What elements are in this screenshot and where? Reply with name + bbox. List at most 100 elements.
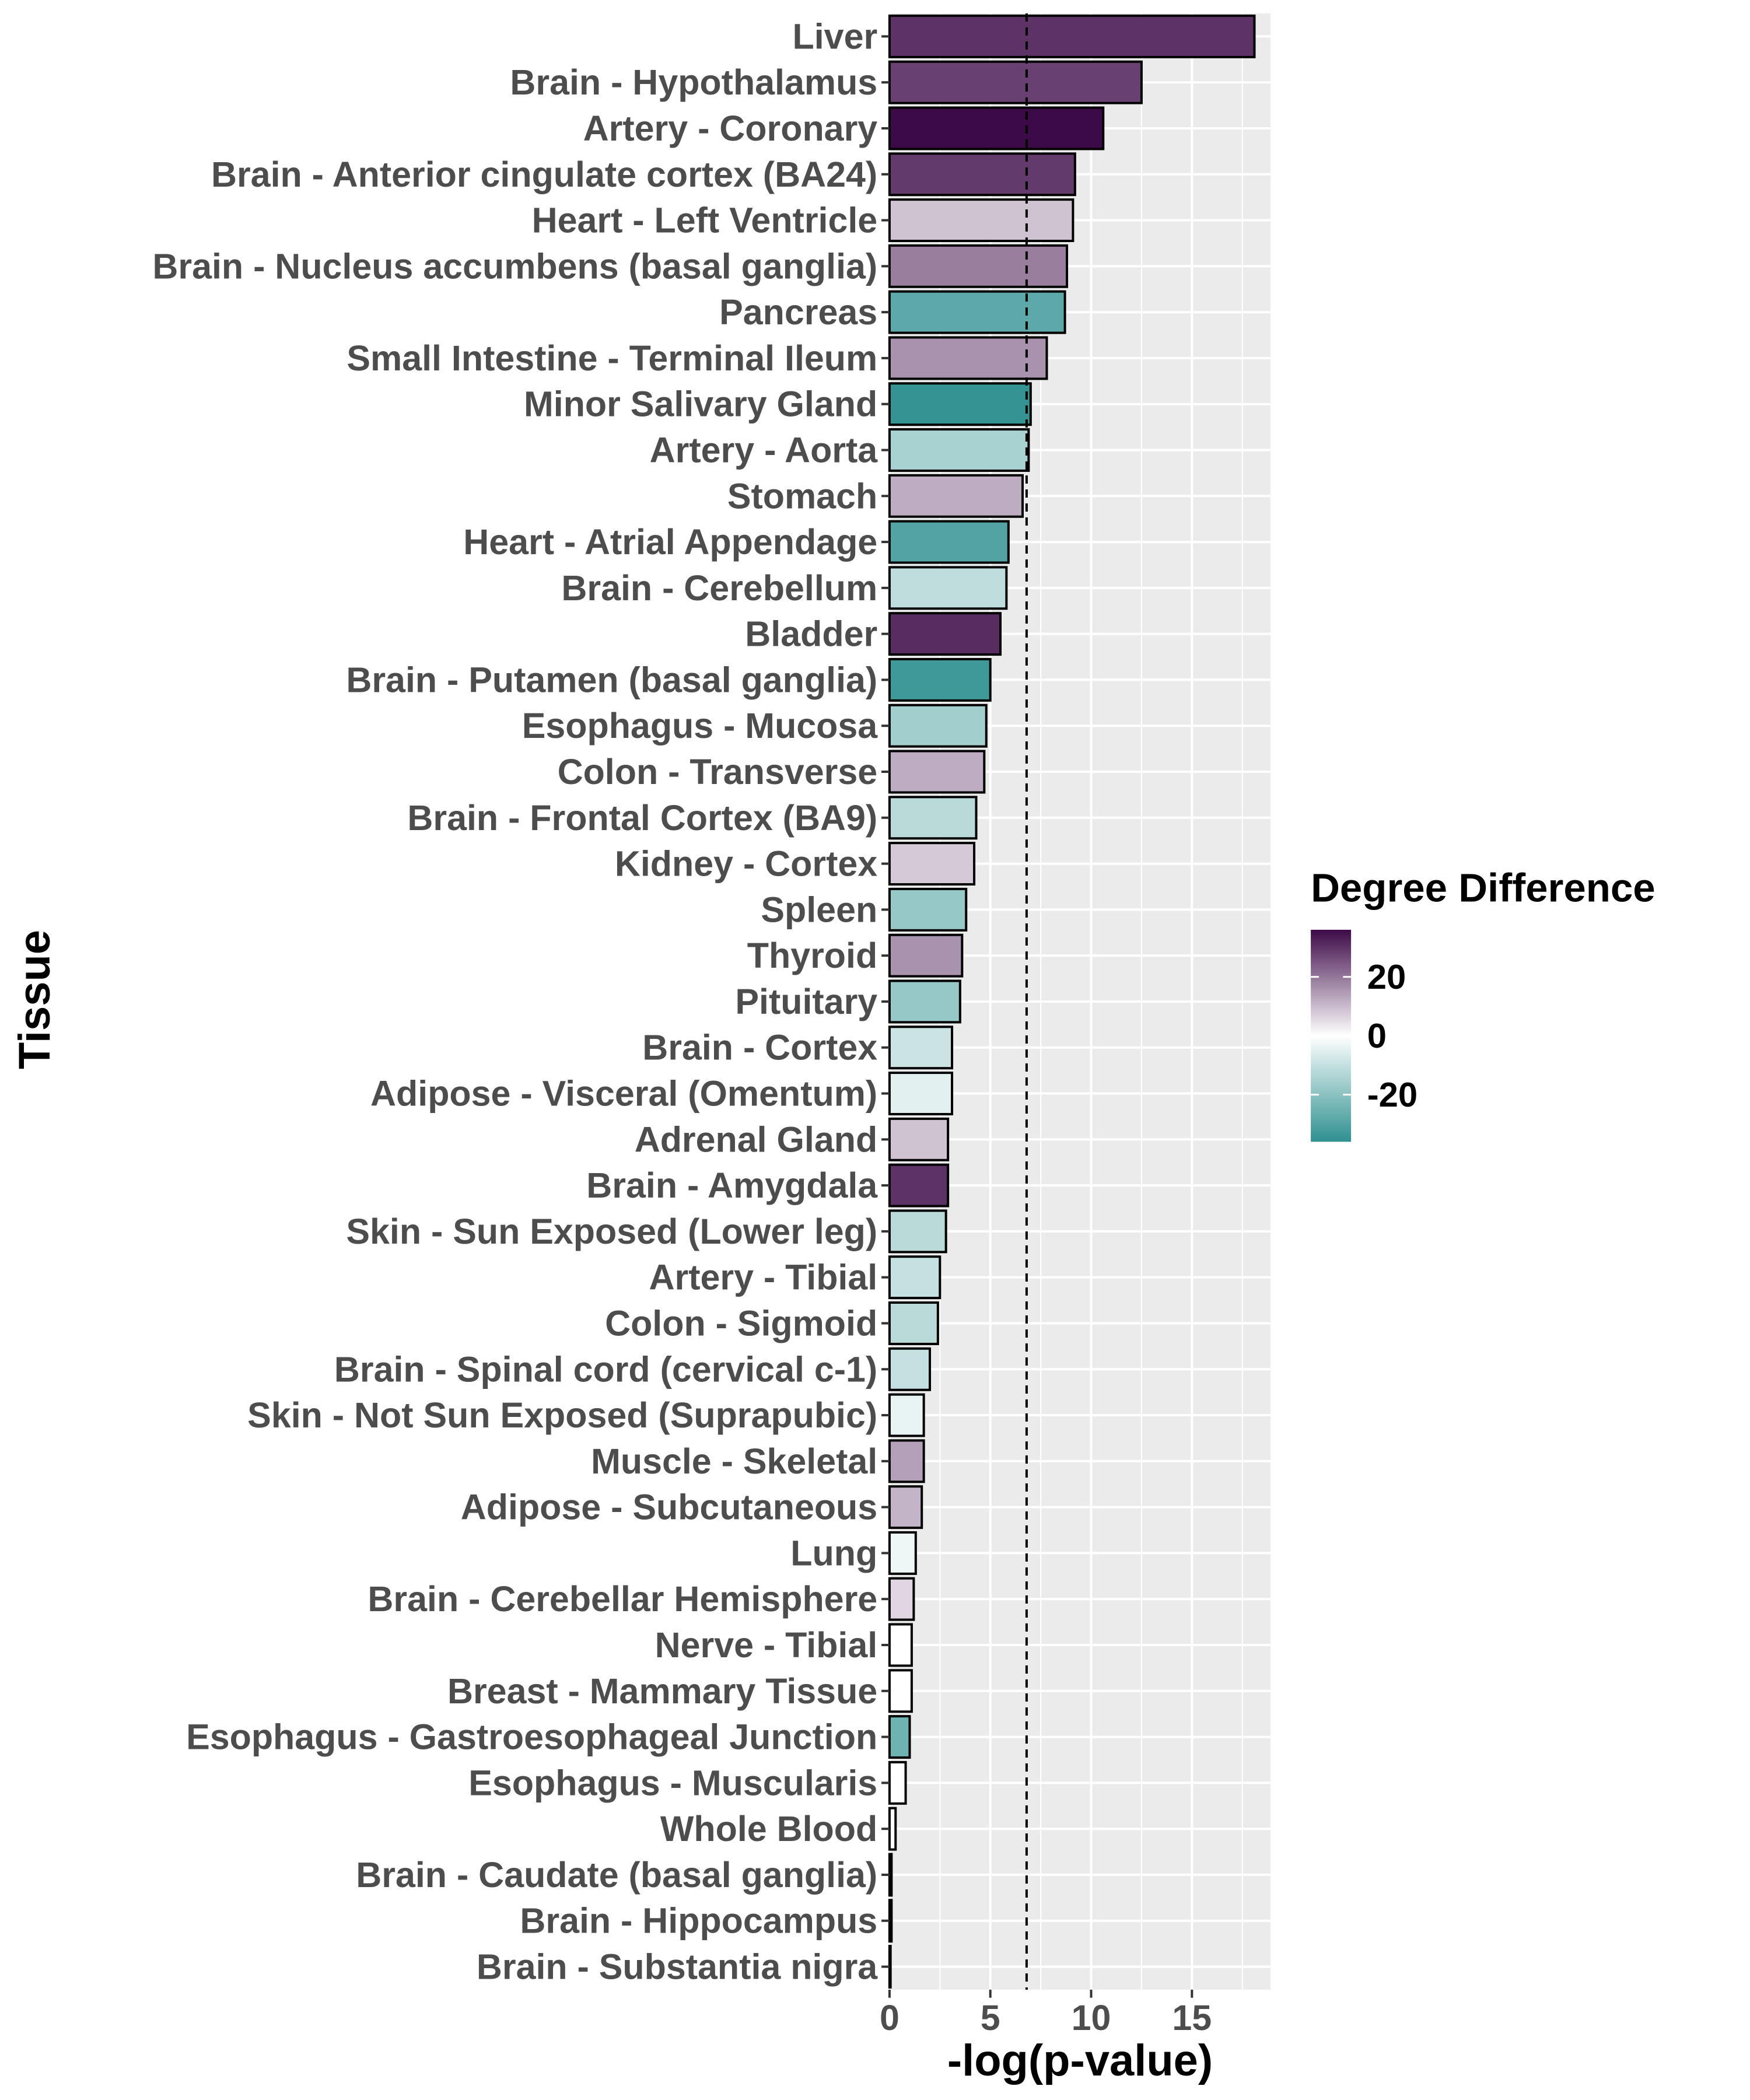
bar <box>888 842 976 886</box>
bar <box>888 1301 939 1345</box>
y-tick-label: Whole Blood <box>660 1809 877 1849</box>
x-tick-label: 15 <box>1172 1998 1212 2038</box>
bar <box>888 612 1002 656</box>
y-tick-label: Nerve - Tibial <box>655 1625 878 1665</box>
y-tick-label: Skin - Not Sun Exposed (Suprapubic) <box>247 1395 877 1435</box>
y-tick-label: Colon - Transverse <box>558 752 878 792</box>
colorbar-ticks: 20 0 -20 <box>1311 957 1418 1114</box>
y-axis-title: Tissue <box>10 930 60 1069</box>
y-tick-label: Small Intestine - Terminal Ileum <box>346 338 877 378</box>
bar <box>888 382 1032 426</box>
bar <box>888 1669 913 1713</box>
bar <box>888 979 961 1024</box>
bar <box>888 290 1066 334</box>
y-tick-label: Brain - Hippocampus <box>520 1901 877 1941</box>
y-tick-label: Brain - Nucleus accumbens (basal ganglia… <box>152 246 877 286</box>
y-tick-label: Lung <box>790 1533 877 1573</box>
y-tick-label: Breast - Mammary Tissue <box>447 1671 877 1711</box>
bar <box>888 750 986 794</box>
bar <box>888 1117 950 1161</box>
y-tick-label: Artery - Tibial <box>649 1258 877 1297</box>
bar <box>888 152 1076 197</box>
y-tick-label: Minor Salivary Gland <box>524 384 877 424</box>
x-axis: 0 5 10 15 <box>880 1989 1212 2038</box>
bar <box>888 1623 913 1667</box>
bar <box>888 336 1048 380</box>
bars <box>888 14 1256 1989</box>
y-tick-label: Heart - Atrial Appendage <box>463 522 877 562</box>
y-tick-label: Brain - Amygdala <box>586 1166 878 1205</box>
colorbar-tick-label: 0 <box>1367 1016 1387 1055</box>
bar <box>888 796 978 840</box>
y-tick-label: Spleen <box>761 890 877 929</box>
bar <box>888 1715 911 1759</box>
bar <box>888 244 1069 288</box>
bar <box>888 1072 954 1115</box>
y-tick-label: Adipose - Subcutaneous <box>461 1488 877 1527</box>
y-tick-label: Adipose - Visceral (Omentum) <box>370 1074 877 1114</box>
y-tick-label: Skin - Sun Exposed (Lower leg) <box>346 1212 877 1251</box>
bar <box>888 1393 925 1437</box>
colorbar-tick-label: -20 <box>1367 1075 1418 1114</box>
y-tick-label: Brain - Spinal cord (cervical c-1) <box>334 1349 877 1389</box>
x-tick-label: 0 <box>880 1998 900 2038</box>
bar <box>888 887 968 932</box>
bar <box>888 60 1143 104</box>
bar <box>888 520 1010 564</box>
bar <box>888 1347 932 1391</box>
legend-title: Degree Difference <box>1311 866 1656 911</box>
bar <box>888 198 1074 243</box>
y-tick-label: Brain - Caudate (basal ganglia) <box>356 1855 877 1895</box>
bar <box>888 1760 907 1805</box>
bar <box>888 1163 950 1208</box>
bar <box>888 1439 925 1483</box>
x-tick-label: 10 <box>1072 1998 1111 2038</box>
y-tick-label: Brain - Anterior cingulate cortex (BA24) <box>211 155 877 194</box>
y-tick-label: Muscle - Skeletal <box>591 1441 877 1481</box>
y-tick-label: Esophagus - Muscularis <box>468 1763 877 1803</box>
x-axis-title: -log(p-value) <box>947 2036 1213 2085</box>
legend: Degree Difference 20 0 -20 <box>1311 866 1656 1142</box>
bar <box>888 474 1024 518</box>
bar <box>888 1531 917 1575</box>
y-tick-label: Heart - Left Ventricle <box>532 201 878 240</box>
y-tick-label: Brain - Cortex <box>642 1028 877 1068</box>
bar <box>888 1577 915 1621</box>
y-tick-label: Esophagus - Gastroesophageal Junction <box>186 1717 877 1757</box>
bar <box>888 566 1008 610</box>
bar <box>888 106 1105 150</box>
y-tick-label: Adrenal Gland <box>635 1119 877 1159</box>
bar <box>888 1485 923 1530</box>
y-tick-label: Brain - Hypothalamus <box>510 62 877 102</box>
bar <box>888 1209 947 1254</box>
bar <box>888 1853 893 1897</box>
bar <box>888 933 964 978</box>
bar <box>888 704 988 748</box>
y-tick-label: Brain - Frontal Cortex (BA9) <box>407 798 877 838</box>
y-tick-label: Kidney - Cortex <box>615 844 877 884</box>
y-tick-label: Pituitary <box>735 982 877 1021</box>
y-tick-label: Bladder <box>745 614 877 654</box>
bar <box>888 1899 893 1943</box>
y-tick-label: Liver <box>793 16 878 56</box>
y-tick-label: Artery - Aorta <box>650 430 878 470</box>
bar <box>888 657 992 702</box>
y-tick-label: Brain - Cerebellum <box>561 568 877 608</box>
y-tick-label: Brain - Putamen (basal ganglia) <box>346 660 877 699</box>
y-tick-label: Brain - Cerebellar Hemisphere <box>368 1579 877 1619</box>
x-tick-label: 5 <box>981 1998 1000 2038</box>
y-tick-label: Colon - Sigmoid <box>605 1303 877 1343</box>
y-tick-label: Stomach <box>727 476 877 516</box>
y-tick-label: Artery - Coronary <box>583 108 878 148</box>
colorbar-tick-label: 20 <box>1367 957 1406 996</box>
y-tick-label: Esophagus - Mucosa <box>522 706 878 746</box>
bar <box>888 1807 897 1851</box>
y-axis: Liver Brain - Hypothalamus Artery - Corona… <box>152 16 890 1987</box>
y-tick-label: Pancreas <box>719 292 877 332</box>
bar <box>888 428 1030 472</box>
y-tick-label: Thyroid <box>747 936 877 975</box>
bar <box>888 1026 954 1070</box>
bar <box>888 1945 892 1989</box>
